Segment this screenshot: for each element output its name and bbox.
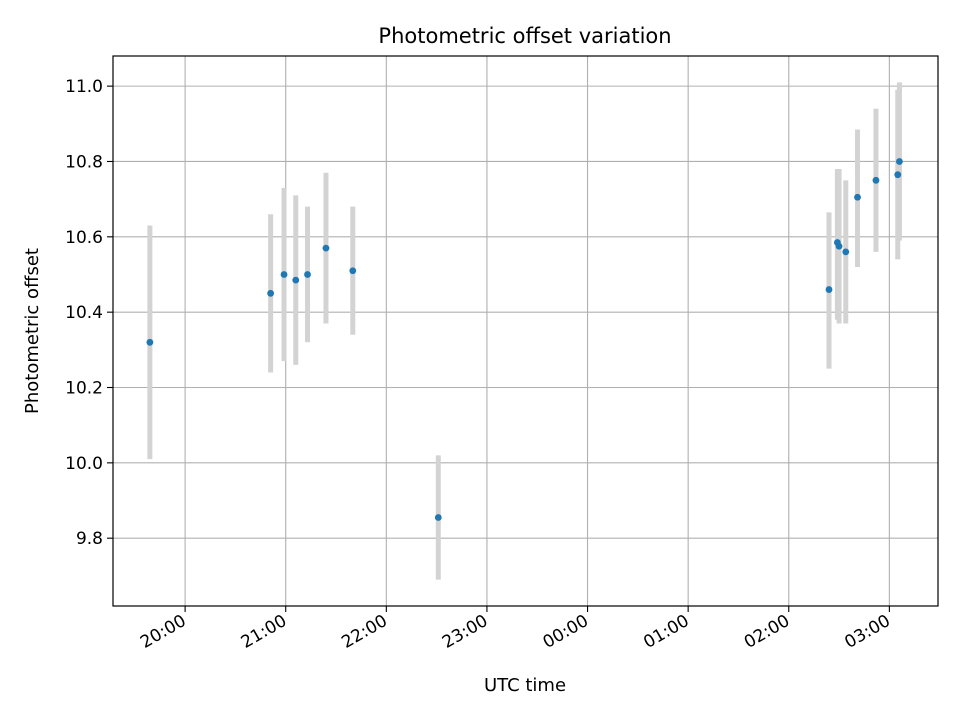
y-tick-label: 10.8	[65, 152, 103, 172]
y-tick-label: 11.0	[65, 77, 103, 97]
data-point	[280, 271, 288, 278]
y-tick-label: 10.0	[65, 454, 103, 474]
y-tick-label: 9.8	[76, 529, 103, 549]
data-point	[896, 158, 903, 165]
x-axis-label: UTC time	[484, 675, 566, 696]
data-point	[267, 289, 275, 297]
data-point	[304, 271, 311, 278]
y-tick-label: 10.2	[65, 379, 103, 399]
data-point	[434, 514, 442, 521]
data-point	[842, 248, 850, 256]
y-axis-label: Photometric offset	[22, 248, 43, 414]
chart-title: Photometric offset variation	[378, 24, 671, 48]
grid-lines	[113, 56, 938, 606]
data-point	[835, 242, 843, 250]
data-point	[854, 193, 861, 201]
y-axis-ticks: 9.8 10.0 10.2 10.4 10.6 10.8 11.0	[65, 77, 113, 549]
data-point	[322, 244, 330, 252]
data-point	[292, 276, 300, 284]
plot-frame	[112, 55, 939, 607]
y-tick-label: 10.6	[65, 228, 103, 248]
y-tick-label: 10.4	[65, 303, 103, 323]
data-point	[349, 267, 357, 275]
data-point	[872, 176, 880, 184]
data-point	[825, 286, 833, 293]
data-point	[894, 171, 902, 179]
data-point	[146, 338, 154, 346]
data-points	[146, 158, 903, 521]
